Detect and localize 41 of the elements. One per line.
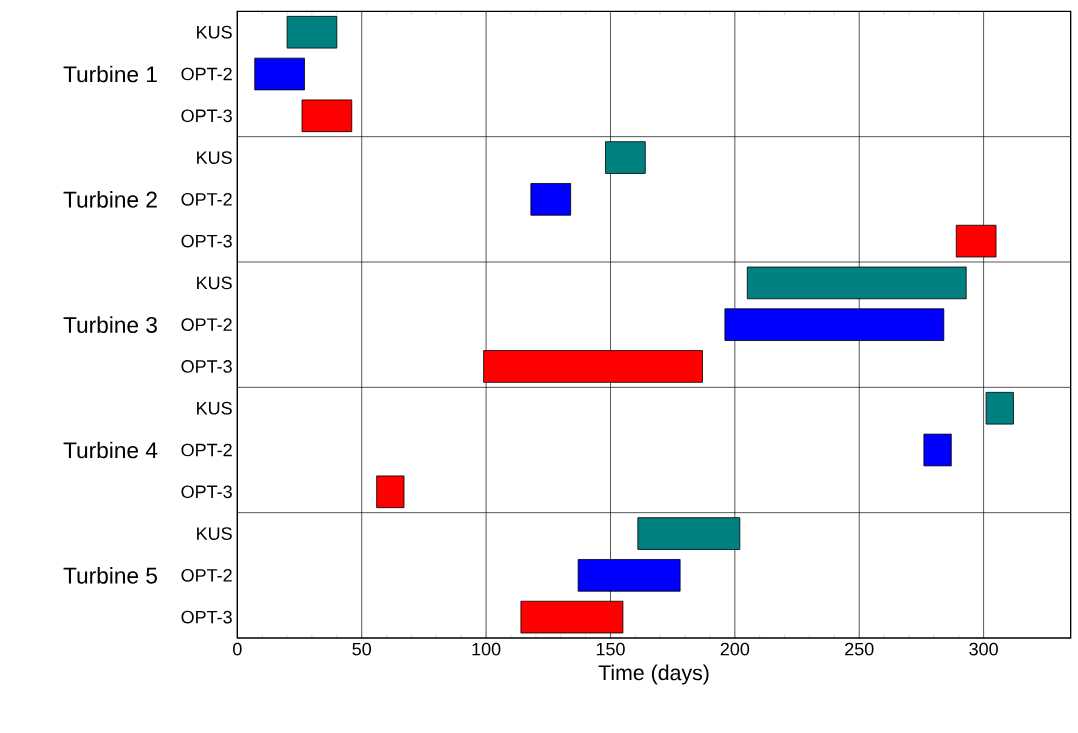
- text: Turbine 2: [63, 191, 157, 208]
- y-tick-label: OPT-2: [181, 568, 232, 582]
- x-tick-label: 0: [233, 642, 242, 656]
- y-tick-label: OPT-2: [181, 192, 232, 206]
- bar: [254, 57, 305, 91]
- text: Turbine 5: [63, 567, 157, 584]
- y-tick-label: KUS: [197, 527, 232, 540]
- y-tick-label: OPT-3: [181, 610, 232, 624]
- y-tick-label: OPT-3: [181, 234, 232, 248]
- y-tick-label: OPT-3: [181, 360, 232, 373]
- x-axis-title: Time (days): [598, 664, 709, 685]
- bar: [530, 183, 572, 216]
- x-tick-label: 100: [472, 642, 501, 656]
- bar: [637, 517, 741, 550]
- x-tick-label: 200: [720, 642, 750, 656]
- bar: [301, 99, 353, 133]
- text: Turbine 4: [63, 441, 158, 459]
- bar: [483, 350, 703, 383]
- y-tick-label: KUS: [197, 276, 232, 290]
- x-tick-label: 300: [969, 642, 998, 656]
- x-tick-label: 50: [352, 642, 372, 656]
- y-tick-label: KUS: [197, 401, 232, 415]
- y-tick-label: OPT-2: [181, 443, 232, 457]
- x-tick-label: 250: [845, 642, 874, 656]
- y-tick-label: KUS: [197, 151, 232, 164]
- bar: [376, 475, 405, 509]
- text: Turbine 3: [63, 316, 157, 333]
- bar: [286, 15, 338, 49]
- bar: [746, 266, 967, 300]
- y-tick-label: OPT-3: [181, 485, 232, 499]
- y-tick-label: OPT-2: [181, 67, 232, 81]
- y-tick-label: KUS: [197, 25, 232, 39]
- bar: [923, 433, 952, 467]
- bar: [577, 559, 681, 592]
- y-tick-label: OPT-3: [181, 109, 232, 123]
- bar: [724, 308, 945, 341]
- x-tick-label: 150: [596, 642, 625, 656]
- bar: [520, 600, 624, 634]
- text: Turbine 1: [63, 65, 157, 83]
- bar: [605, 141, 646, 174]
- y-tick-label: OPT-2: [181, 318, 232, 332]
